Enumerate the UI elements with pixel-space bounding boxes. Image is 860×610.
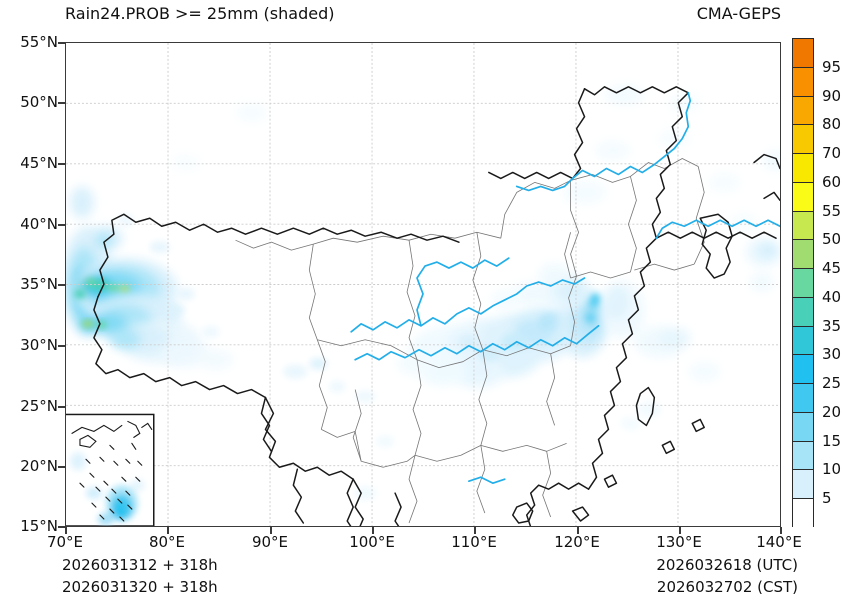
x-tick-80e: 80°E [148, 533, 186, 551]
model-label: CMA-GEPS [696, 4, 781, 23]
colorbar-tick-5: 5 [822, 489, 832, 508]
y-tick-35n: 35°N [20, 275, 58, 293]
country-boundaries [93, 86, 780, 526]
colorbar-band [793, 240, 813, 270]
y-tick-55n: 55°N [20, 33, 58, 51]
colorbar-band [793, 154, 813, 183]
colorbar-tick-15: 15 [822, 431, 842, 450]
caption-valid-cst: 2026032702 (CST) [656, 578, 798, 596]
colorbar-tick-90: 90 [822, 86, 842, 105]
colorbar-band [793, 125, 813, 155]
y-tick-50n: 50°N [20, 93, 58, 111]
y-tick-15n: 15°N [20, 517, 58, 535]
colorbar-band [793, 96, 813, 126]
caption-valid-utc: 2026032618 (UTC) [656, 556, 798, 574]
colorbar-band [793, 326, 813, 356]
colorbar-tick-55: 55 [822, 201, 842, 220]
river-lines [350, 91, 780, 485]
colorbar-tick-50: 50 [822, 230, 842, 249]
colorbar-band [793, 470, 813, 500]
x-tick-130e: 130°E [656, 533, 702, 551]
map-canvas [66, 43, 780, 526]
x-tick-140e: 140°E [756, 533, 802, 551]
grid-lines [66, 43, 780, 526]
x-tick-90e: 90°E [251, 533, 289, 551]
colorbar-band [793, 355, 813, 385]
colorbar-tick-25: 25 [822, 374, 842, 393]
colorbar-tick-30: 30 [822, 345, 842, 364]
colorbar-band [793, 384, 813, 413]
x-tick-110e: 110°E [451, 533, 497, 551]
caption-init-cst: 2026031320 + 318h [62, 578, 218, 596]
y-axis-labels: 55°N 50°N 45°N 40°N 35°N 30°N 25°N 20°N … [0, 0, 58, 610]
y-tick-30n: 30°N [20, 336, 58, 354]
x-tick-70e: 70°E [46, 533, 84, 551]
x-tick-120e: 120°E [554, 533, 600, 551]
colorbar-tick-10: 10 [822, 460, 842, 479]
colorbar-band [793, 67, 813, 97]
y-tick-20n: 20°N [20, 457, 58, 475]
colorbar-band [793, 39, 813, 68]
colorbar-tick-70: 70 [822, 144, 842, 163]
colorbar-band [793, 297, 813, 327]
y-tick-25n: 25°N [20, 397, 58, 415]
map-plot-area[interactable] [65, 42, 781, 527]
south-china-sea-inset [66, 413, 155, 526]
colorbar-band [793, 412, 813, 442]
colorbar-band [793, 499, 813, 528]
colorbar[interactable] [792, 38, 814, 528]
colorbar-tick-20: 20 [822, 402, 842, 421]
colorbar-band [793, 182, 813, 212]
colorbar-tick-80: 80 [822, 115, 842, 134]
colorbar-tick-35: 35 [822, 316, 842, 335]
colorbar-tick-40: 40 [822, 287, 842, 306]
colorbar-tick-60: 60 [822, 172, 842, 191]
y-tick-40n: 40°N [20, 215, 58, 233]
y-tick-45n: 45°N [20, 154, 58, 172]
x-tick-100e: 100°E [349, 533, 395, 551]
caption-init-utc: 2026031312 + 318h [62, 556, 218, 574]
colorbar-band [793, 269, 813, 298]
colorbar-tick-95: 95 [822, 57, 842, 76]
precip-shading-layer [66, 84, 780, 501]
province-boundaries [235, 158, 705, 524]
colorbar-tick-45: 45 [822, 259, 842, 278]
chart-title: Rain24.PROB >= 25mm (shaded) [65, 4, 335, 23]
colorbar-band [793, 441, 813, 471]
colorbar-band [793, 211, 813, 241]
